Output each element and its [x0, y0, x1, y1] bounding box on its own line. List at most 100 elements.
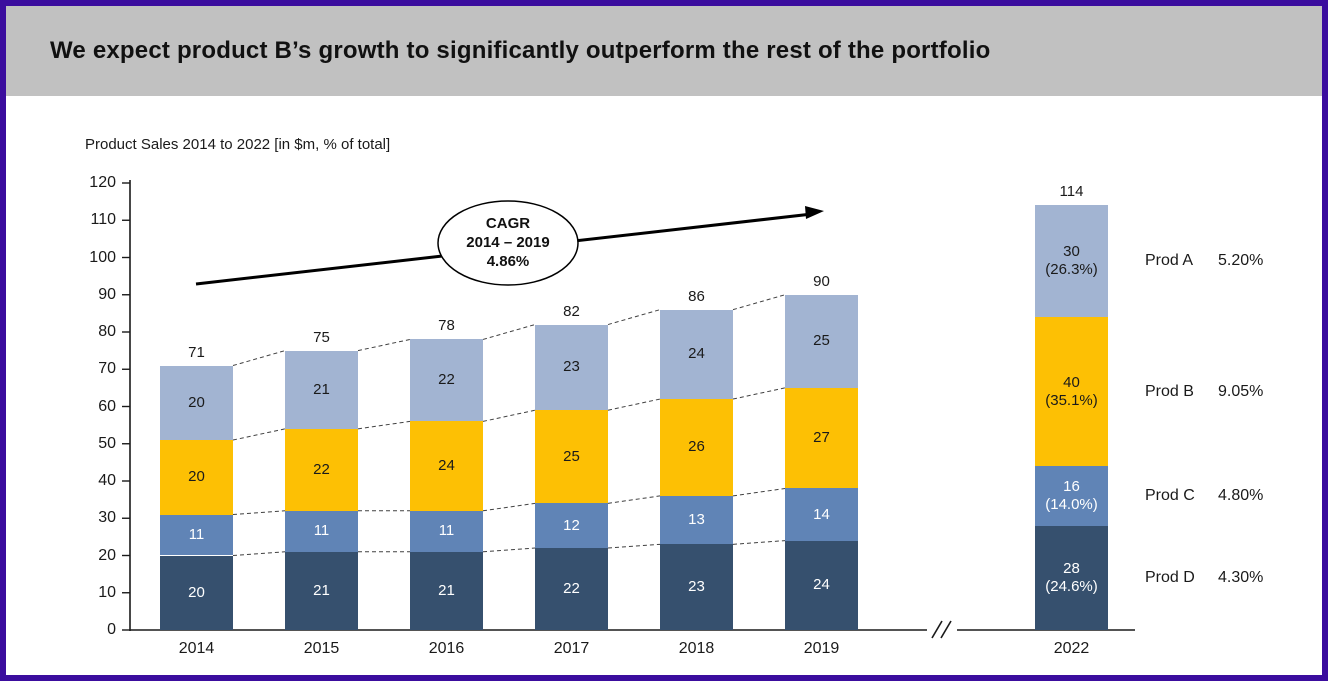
- bar-segment-prod-c-2015: 11: [285, 510, 358, 552]
- legend-cagr-value-prod-a: 5.20%: [1218, 252, 1264, 270]
- segment-connector-line: [232, 510, 286, 516]
- bar-segment-prod-d-2016: 21: [410, 551, 483, 630]
- segment-value-label: 22: [438, 371, 455, 389]
- segment-connector-line: [607, 309, 661, 326]
- segment-value-label: 21: [313, 581, 330, 599]
- x-axis-category-label: 2019: [803, 640, 840, 657]
- segment-connector-line: [357, 338, 411, 352]
- segment-connector-line: [357, 420, 411, 430]
- segment-value-label: 24: [813, 576, 830, 594]
- chart-title: Product Sales 2014 to 2022 [in $m, % of …: [85, 136, 391, 153]
- bar-segment-prod-b-2014: 20: [160, 440, 233, 515]
- segment-value-label: 28 (24.6%): [1045, 559, 1098, 595]
- y-axis-tick-label: 90: [98, 285, 116, 303]
- cagr-annotation-ellipse: [437, 200, 579, 286]
- segment-value-label: 12: [563, 516, 580, 534]
- segment-connector-line: [732, 540, 786, 545]
- y-axis-tick-label: 20: [98, 546, 116, 564]
- bar-total-label: 75: [313, 328, 330, 346]
- segment-value-label: 11: [438, 522, 455, 540]
- y-axis-tick-label: 10: [98, 583, 116, 601]
- title-bar: We expect product B’s growth to signific…: [6, 6, 1322, 96]
- bar-segment-prod-a-2017: 23: [535, 324, 608, 411]
- y-axis-tick-label: 40: [98, 472, 116, 489]
- segment-value-label: 11: [188, 526, 205, 543]
- segment-connector-line: [482, 409, 536, 422]
- segment-value-label: 22: [313, 460, 330, 478]
- legend-product-name-prod-d: Prod D: [1145, 568, 1195, 586]
- bar-segment-prod-c-2018: 13: [660, 495, 733, 545]
- y-axis-tick-label: 100: [89, 248, 116, 266]
- segment-connector-line: [607, 398, 661, 411]
- segment-value-label: 21: [313, 380, 330, 398]
- segment-value-label: 14: [813, 505, 830, 523]
- bar-total-label: 78: [438, 317, 455, 335]
- x-axis-category-label: 2015: [303, 640, 340, 657]
- stacked-bar-chart: 0 10 20 30 40 50 60 70 80 90 100 110 120 20 11 20 20 71 20…: [6, 6, 1322, 675]
- bar-segment-prod-c-2017: 12: [535, 503, 608, 549]
- legend-product-name-prod-b: Prod B: [1145, 382, 1194, 400]
- bar-segment-prod-a-2022: 30 (26.3%): [1035, 205, 1108, 318]
- bar-segment-prod-b-2015: 22: [285, 428, 358, 511]
- segment-connector-line: [732, 387, 786, 400]
- segment-value-label: 16 (14.0%): [1045, 477, 1098, 513]
- bar-segment-prod-c-2022: 16 (14.0%): [1035, 466, 1108, 526]
- bar-total-label: 90: [813, 272, 830, 290]
- x-axis-category-label: 2014: [178, 640, 215, 657]
- segment-value-label: 22: [563, 580, 580, 598]
- segment-connector-line: [482, 547, 536, 553]
- y-axis-tick-label: 0: [107, 621, 116, 638]
- axis-break-marks: [931, 620, 943, 639]
- segment-connector-line: [232, 551, 286, 556]
- bar-segment-prod-a-2018: 24: [660, 309, 733, 400]
- segment-value-label: 24: [688, 345, 705, 363]
- bar-total-label: 71: [188, 343, 205, 361]
- segment-value-label: 20: [188, 393, 205, 411]
- segment-value-label: 23: [688, 578, 705, 596]
- bar-segment-prod-b-2017: 25: [535, 410, 608, 504]
- bar-segment-prod-a-2016: 22: [410, 339, 483, 422]
- bar-segment-prod-c-2014: 11: [160, 514, 233, 556]
- bar-total-label: 114: [1059, 183, 1084, 201]
- segment-value-label: 21: [438, 581, 455, 599]
- segment-connector-line: [732, 294, 786, 311]
- segment-connector-line: [482, 502, 536, 512]
- y-axis-tick-label: 60: [98, 397, 116, 415]
- segment-value-label: 40 (35.1%): [1045, 373, 1098, 409]
- legend-cagr-value-prod-d: 4.30%: [1218, 568, 1264, 586]
- x-axis-category-label: 2018: [678, 640, 715, 657]
- segment-connector-line: [607, 543, 661, 549]
- y-axis-tick-label: 120: [89, 174, 116, 191]
- bar-segment-prod-d-2019: 24: [785, 540, 858, 630]
- bar-segment-prod-c-2019: 14: [785, 488, 858, 541]
- bar-segment-prod-d-2014: 20: [160, 555, 233, 630]
- cagr-annotation: CAGR 2014 – 2019 4.86%: [466, 215, 550, 270]
- y-axis-tick-label: 50: [98, 434, 116, 452]
- legend-cagr-value-prod-c: 4.80%: [1218, 486, 1264, 504]
- bar-segment-prod-d-2015: 21: [285, 551, 358, 630]
- segment-connector-line: [732, 487, 786, 497]
- segment-value-label: 20: [188, 468, 205, 486]
- chart-axes-and-lines: [122, 180, 1135, 639]
- segment-value-label: 27: [813, 429, 830, 447]
- bar-segment-prod-a-2019: 25: [785, 294, 858, 388]
- segment-connector-line: [232, 428, 286, 441]
- segment-value-label: 11: [313, 522, 330, 540]
- segment-connector-line: [482, 324, 536, 340]
- x-axis-category-label: 2017: [553, 640, 590, 657]
- y-axis-tick-label: 30: [98, 509, 116, 527]
- segment-connector-line: [607, 495, 661, 504]
- legend-cagr-value-prod-b: 9.05%: [1218, 382, 1264, 400]
- bar-segment-prod-b-2016: 24: [410, 421, 483, 511]
- segment-value-label: 30 (26.3%): [1045, 243, 1098, 279]
- bar-total-label: 86: [688, 287, 705, 305]
- segment-value-label: 13: [688, 511, 705, 529]
- y-axis-tick-label: 70: [98, 360, 116, 378]
- segment-value-label: 25: [563, 447, 580, 465]
- segment-connector-line: [232, 350, 286, 367]
- bar-segment-prod-c-2016: 11: [410, 510, 483, 552]
- bar-segment-prod-d-2017: 22: [535, 548, 608, 630]
- x-axis-category-label: 2016: [428, 640, 465, 657]
- legend-product-name-prod-c: Prod C: [1145, 486, 1195, 504]
- segment-value-label: 20: [188, 583, 205, 601]
